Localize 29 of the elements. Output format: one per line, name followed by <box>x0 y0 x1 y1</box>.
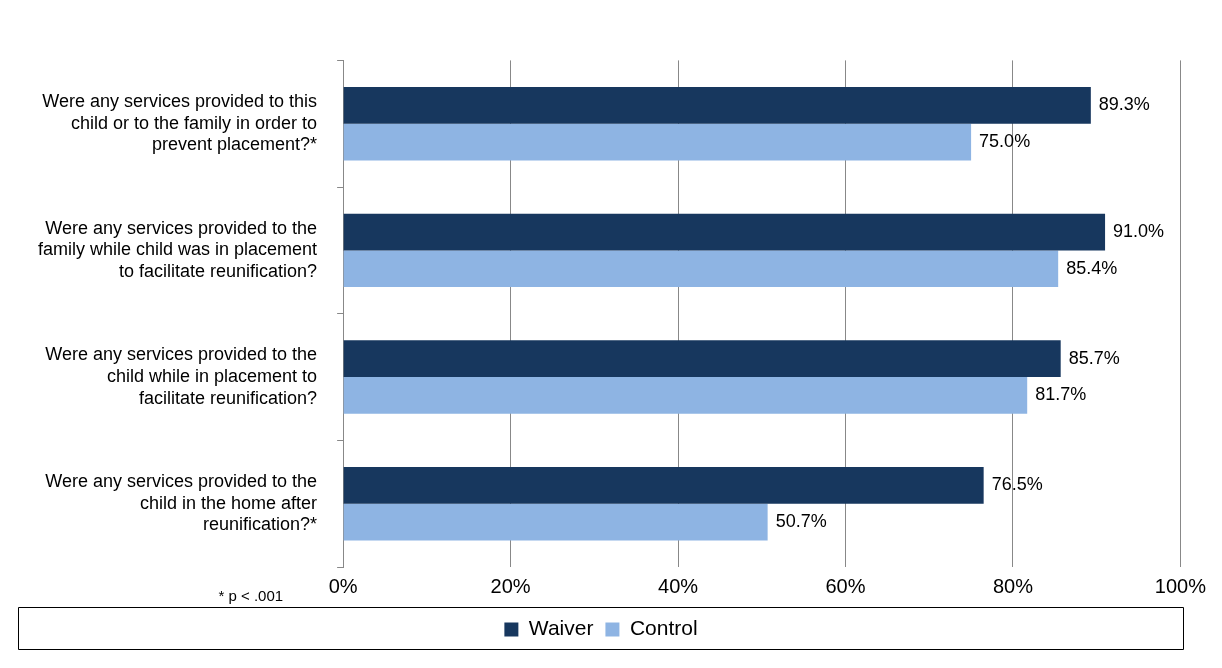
y-tick-label: Were any services provided to this child or to the family in order to prevent placement?* <box>42 91 318 155</box>
y-tick-label: Were any services provided to the child in the home after reunification?* <box>45 471 318 535</box>
x-tick-label: 100% <box>1154 574 1207 597</box>
x-tick-label: 80% <box>992 574 1034 597</box>
bar <box>343 213 1106 251</box>
x-tick-label: 60% <box>825 574 866 597</box>
data-label: 89.3% <box>1098 94 1150 115</box>
data-label: 50.7% <box>775 511 827 532</box>
legend-label: Control <box>629 616 698 640</box>
bar <box>343 503 768 541</box>
x-tick-label: 0% <box>328 574 358 597</box>
y-tick-label: Were any services provided to the child while in placement to facilitate reunification? <box>45 344 318 408</box>
legend-label: Waiver <box>528 616 594 640</box>
data-label: 91.0% <box>1113 220 1165 241</box>
data-label: 75.0% <box>979 131 1031 152</box>
bar <box>343 87 1091 124</box>
x-tick-label: 40% <box>658 574 699 597</box>
data-label: 85.7% <box>1068 347 1120 368</box>
x-tick-label: 20% <box>490 574 531 597</box>
data-label: 76.5% <box>991 474 1043 495</box>
data-label: 85.4% <box>1066 257 1118 278</box>
bar <box>343 250 1059 288</box>
text: * p < .001 <box>218 587 284 605</box>
data-label: 81.7% <box>1035 384 1087 405</box>
y-tick-label: Were any services provided to the family while child was in placement to facilitate reunification? <box>37 217 318 281</box>
bar <box>343 377 1028 414</box>
bar <box>343 340 1061 378</box>
bar <box>343 466 984 504</box>
bar <box>343 123 972 161</box>
